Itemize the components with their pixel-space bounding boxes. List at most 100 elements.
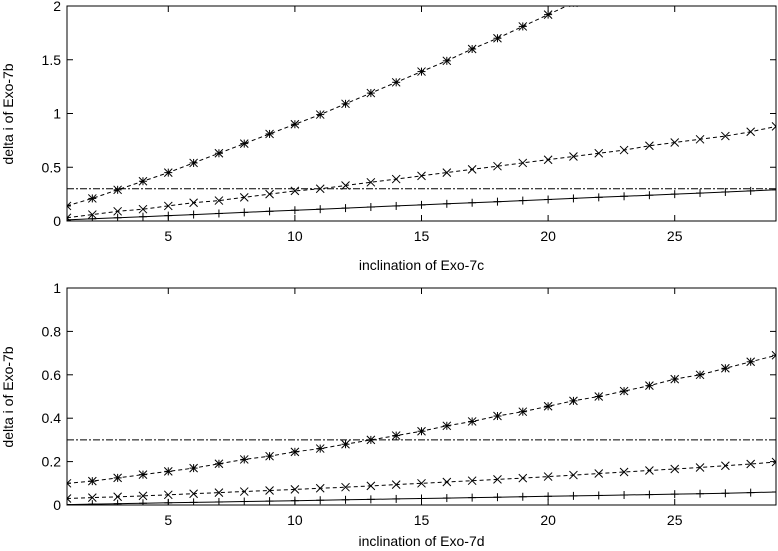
data-point [138,204,148,214]
data-point [670,138,680,147]
data-point [113,213,122,221]
data-point [391,431,401,440]
data-point [619,145,629,155]
series-2 [67,457,776,503]
data-point [392,201,401,210]
data-point [366,203,375,212]
data-point [594,491,603,500]
data-point [239,192,249,202]
data-point [366,88,376,98]
data-point [417,426,426,436]
data-point [265,189,274,199]
data-point [113,473,122,483]
data-point [619,467,629,477]
data-point [493,475,502,484]
plot-frame [66,5,777,222]
x-tick-label: 5 [164,228,172,244]
y-tick-label: 1 [53,106,61,122]
data-point [771,350,776,360]
data-point [442,494,451,503]
data-point [113,492,122,502]
series-1 [67,487,776,505]
data-point [569,470,578,480]
data-point [189,463,198,473]
data-point [239,487,249,496]
x-axis-label: inclination of Exo-7c [359,257,484,273]
data-point [569,194,578,203]
data-point [240,208,249,217]
data-point [670,190,679,199]
data-point [543,401,553,411]
data-point [468,198,477,207]
data-point [543,155,553,165]
data-point [290,119,300,129]
data-point [290,496,299,505]
data-point [265,207,274,216]
x-tick-label: 10 [287,228,303,244]
data-point [417,478,426,488]
data-point [341,439,350,449]
data-point [442,477,452,487]
data-point [442,199,451,208]
y-tick-label: 0 [53,497,61,513]
data-point [138,212,147,221]
data-point [88,214,97,221]
plot-frame [66,287,777,506]
data-point [493,161,502,171]
data-point [290,485,300,494]
x-tick-label: 10 [287,512,303,528]
data-point [746,127,756,137]
y-tick-label: 0.8 [42,323,62,339]
data-point [696,489,705,498]
data-point [138,470,148,479]
data-point [163,168,173,177]
data-point [670,464,680,474]
data-point [493,197,502,206]
data-point [518,22,528,31]
data-point [493,411,502,421]
data-point [746,186,755,195]
series-3 [67,6,578,211]
data-point [67,494,72,503]
data-point [772,185,776,194]
data-point [214,209,223,218]
data-point [518,196,527,205]
y-tick-label: 0.2 [42,454,62,470]
data-point [88,500,97,505]
data-point [620,491,629,500]
data-point [772,487,776,496]
x-tick-label: 25 [667,512,683,528]
series-line [67,6,568,207]
data-point [645,141,654,151]
data-point [87,210,97,219]
data-point [467,417,477,426]
data-point [594,148,604,158]
data-point [163,201,173,211]
data-point [239,455,249,464]
data-point [442,168,452,177]
data-point [620,192,629,201]
data-point [315,483,325,493]
data-point [518,492,527,501]
data-point [341,99,350,109]
data-point [315,110,325,119]
data-point [417,200,426,209]
data-point [746,459,756,469]
x-axis-label: inclination of Exo-7d [358,533,484,549]
data-point [467,165,477,174]
data-point [544,195,553,204]
data-point [239,139,249,148]
data-point [543,472,553,481]
data-point [214,459,224,469]
data-point [67,478,72,488]
data-point [619,386,629,396]
data-point [771,457,776,467]
data-point [721,461,730,471]
data-point [670,374,680,384]
series-1 [67,185,776,221]
data-point [594,193,603,202]
series-line [67,354,776,484]
x-tick-label: 20 [540,228,556,244]
y-tick-label: 0.5 [42,159,62,175]
